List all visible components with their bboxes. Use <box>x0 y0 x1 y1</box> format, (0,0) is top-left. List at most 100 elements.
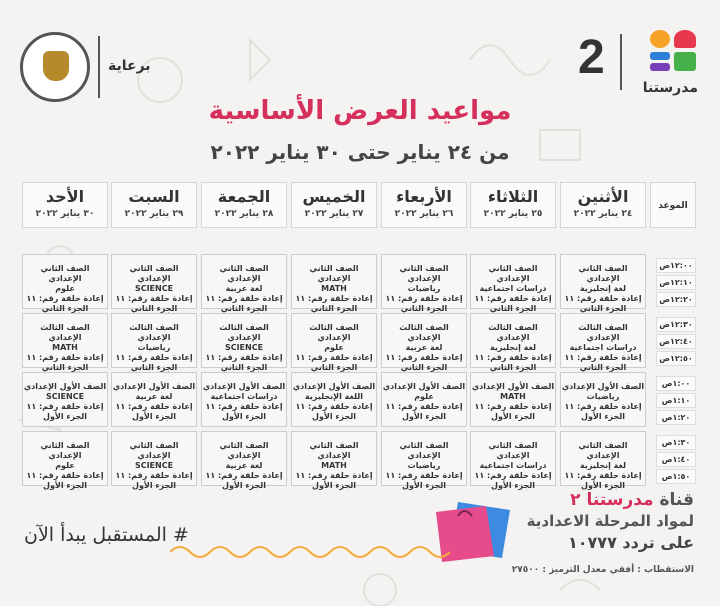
cell-line: الجزء الثاني <box>220 363 268 372</box>
cell-line: الجزء الأول <box>491 412 535 421</box>
cell-line: الجزء الثاني <box>130 363 178 372</box>
cell-line: الصف الثالث الإعدادي <box>219 323 269 342</box>
cell-line: إعادة حلقة رقم: ١١ <box>564 402 642 411</box>
cell-line: لغة عربية <box>225 461 263 470</box>
time-slot: ١٢:١٠ص <box>656 275 696 290</box>
cell-line: رياضيات <box>137 343 171 352</box>
reception-info: الاستقطاب : أفقي معدل الترميز : ٢٧٥٠٠ <box>511 565 694 575</box>
day-header: الأحد ٣٠ يناير ٢٠٢٢ <box>22 182 108 228</box>
time-slot: ١٢:٠٠ص <box>656 258 696 273</box>
day-header: السبت ٢٩ يناير ٢٠٢٢ <box>111 182 197 228</box>
day-name: الأربعاء <box>396 187 452 206</box>
cell-line: الصف الثالث الإعدادي <box>40 323 90 342</box>
cell-line: إعادة حلقة رقم: ١١ <box>295 402 373 411</box>
day-name: الأحد <box>45 187 85 206</box>
time-slot: ١:٣٠ص <box>656 435 696 450</box>
cell-line: الصف الأول الإعدادي <box>202 382 286 391</box>
cell-line: إعادة حلقة رقم: ١١ <box>205 471 283 480</box>
cell-line: لغة إنجليزية <box>579 461 627 470</box>
time-slot: ١:٤٠ص <box>656 452 696 467</box>
cell-line: الصف الثالث الإعدادي <box>129 323 179 342</box>
cell-line: إعادة حلقة رقم: ١١ <box>115 294 193 303</box>
cell-line: الصف الثاني الإعدادي <box>399 264 449 283</box>
brand-icon <box>646 28 698 76</box>
cell-line: الصف الأول الإعدادي <box>471 382 555 391</box>
header: برعاية 2 مدرستنا <box>0 0 720 110</box>
schedule-cell: الصف الأول الإعدادي SCIENCE إعادة حلقة رقم… <box>22 372 108 427</box>
cell-line: إعادة حلقة رقم: ١١ <box>474 402 552 411</box>
cell-line: دراسات اجتماعية <box>569 343 637 352</box>
schedule-cell: الصف الثاني الإعدادي رياضيات إعادة حلقة رق… <box>381 431 467 490</box>
cell-line: SCIENCE <box>45 392 85 401</box>
cell-line: إعادة حلقة رقم: ١١ <box>26 471 104 480</box>
cell-line: الصف الثاني الإعدادي <box>219 441 269 460</box>
schedule-cell: الصف الثاني الإعدادي لغة عربية إعادة حلقة … <box>201 431 287 490</box>
cell-line: الصف الثاني الإعدادي <box>309 441 359 460</box>
schedule-cell: الصف الأول الإعدادي دراسات اجتماعية إعادة … <box>201 372 287 427</box>
page-title: مواعيد العرض الأساسية <box>208 96 512 126</box>
time-slot: ١٢:٥٠ص <box>656 351 696 366</box>
cell-line: SCIENCE <box>134 461 174 470</box>
cell-line: الجزء الأول <box>132 481 176 490</box>
day-date: ٢٥ يناير ٢٠٢٢ <box>483 209 543 219</box>
cell-line: رياضيات <box>586 392 620 401</box>
cell-line: الجزء الأول <box>43 412 87 421</box>
brand-number: 2 <box>578 31 605 84</box>
cell-line: إعادة حلقة رقم: ١١ <box>26 294 104 303</box>
sponsor-label: برعاية <box>108 58 151 74</box>
day-header: الأربعاء ٢٦ يناير ٢٠٢٢ <box>381 182 467 228</box>
cell-line: الصف الثاني الإعدادي <box>129 441 179 460</box>
cell-line: الصف الثاني الإعدادي <box>129 264 179 283</box>
schedule-cell: الصف الثاني الإعدادي رياضيات إعادة حلقة رق… <box>381 254 467 313</box>
cell-line: الجزء الثاني <box>579 304 627 313</box>
cell-line: الصف الثاني الإعدادي <box>488 264 538 283</box>
decorative-squiggle <box>170 546 451 558</box>
time-column-header: الموعد <box>650 182 696 228</box>
cell-line: الجزء الأول <box>312 412 356 421</box>
cell-line: الجزء الأول <box>491 481 535 490</box>
day-date: ٢٧ يناير ٢٠٢٢ <box>304 209 364 219</box>
schedule-cell: الصف الثالث الإعدادي لغة إنجليزية إعادة حل… <box>470 313 556 372</box>
cell-line: الجزء الأول <box>581 481 625 490</box>
day-date: ٢٩ يناير ٢٠٢٢ <box>124 209 184 219</box>
schedule-cell: الصف الثالث الإعدادي SCIENCE إعادة حلقة رق… <box>201 313 287 372</box>
cell-line: علوم <box>324 343 344 352</box>
schedule-cell: الصف الثاني الإعدادي SCIENCE إعادة حلقة رق… <box>111 431 197 490</box>
cell-line: الجزء الأول <box>222 412 266 421</box>
cell-line: إعادة حلقة رقم: ١١ <box>205 402 283 411</box>
cell-line: إعادة حلقة رقم: ١١ <box>474 353 552 362</box>
cell-line: الجزء الأول <box>402 412 446 421</box>
time-slot: ١٢:٤٠ص <box>656 334 696 349</box>
day-header: الجمعة ٢٨ يناير ٢٠٢٢ <box>201 182 287 228</box>
cell-line: الصف الثاني الإعدادي <box>40 264 90 283</box>
cell-line: الصف الأول الإعدادي <box>112 382 196 391</box>
brand-divider <box>620 34 622 90</box>
cell-line: لغة عربية <box>225 284 263 293</box>
cell-line: إعادة حلقة رقم: ١١ <box>295 353 373 362</box>
cell-line: الصف الثاني الإعدادي <box>40 441 90 460</box>
cell-line: إعادة حلقة رقم: ١١ <box>26 353 104 362</box>
schedule-cell: الصف الثالث الإعدادي علوم إعادة حلقة رقم: … <box>291 313 377 372</box>
cell-line: الجزء الثاني <box>400 363 448 372</box>
cell-line: رياضيات <box>407 461 441 470</box>
cell-line: إعادة حلقة رقم: ١١ <box>564 294 642 303</box>
cell-line: الصف الثالث الإعدادي <box>309 323 359 342</box>
time-slot: ١٢:٢٠ص <box>656 292 696 307</box>
day-name: الخميس <box>302 187 366 206</box>
cell-line: لغة عربية <box>405 343 443 352</box>
cell-line: إعادة حلقة رقم: ١١ <box>474 294 552 303</box>
cell-line: علوم <box>55 461 75 470</box>
cell-line: الجزء الثاني <box>310 363 358 372</box>
cell-line: MATH <box>500 392 526 401</box>
cell-line: إعادة حلقة رقم: ١١ <box>385 471 463 480</box>
schedule-cell: الصف الثاني الإعدادي علوم إعادة حلقة رقم: … <box>22 431 108 490</box>
schedule-cell: الصف الثاني الإعدادي لغة إنجليزية إعادة حل… <box>560 254 646 313</box>
cell-line: إعادة حلقة رقم: ١١ <box>474 471 552 480</box>
schedule-cell: الصف الثاني الإعدادي دراسات اجتماعية إعادة… <box>470 431 556 490</box>
cell-line: الجزء الثاني <box>310 304 358 313</box>
schedule-cell: الصف الثالث الإعدادي دراسات اجتماعية إعادة… <box>560 313 646 372</box>
cell-line: الصف الثالث الإعدادي <box>578 323 628 342</box>
cell-line: إعادة حلقة رقم: ١١ <box>205 353 283 362</box>
cell-line: الجزء الأول <box>402 481 446 490</box>
cell-line: الجزء الثاني <box>489 304 537 313</box>
